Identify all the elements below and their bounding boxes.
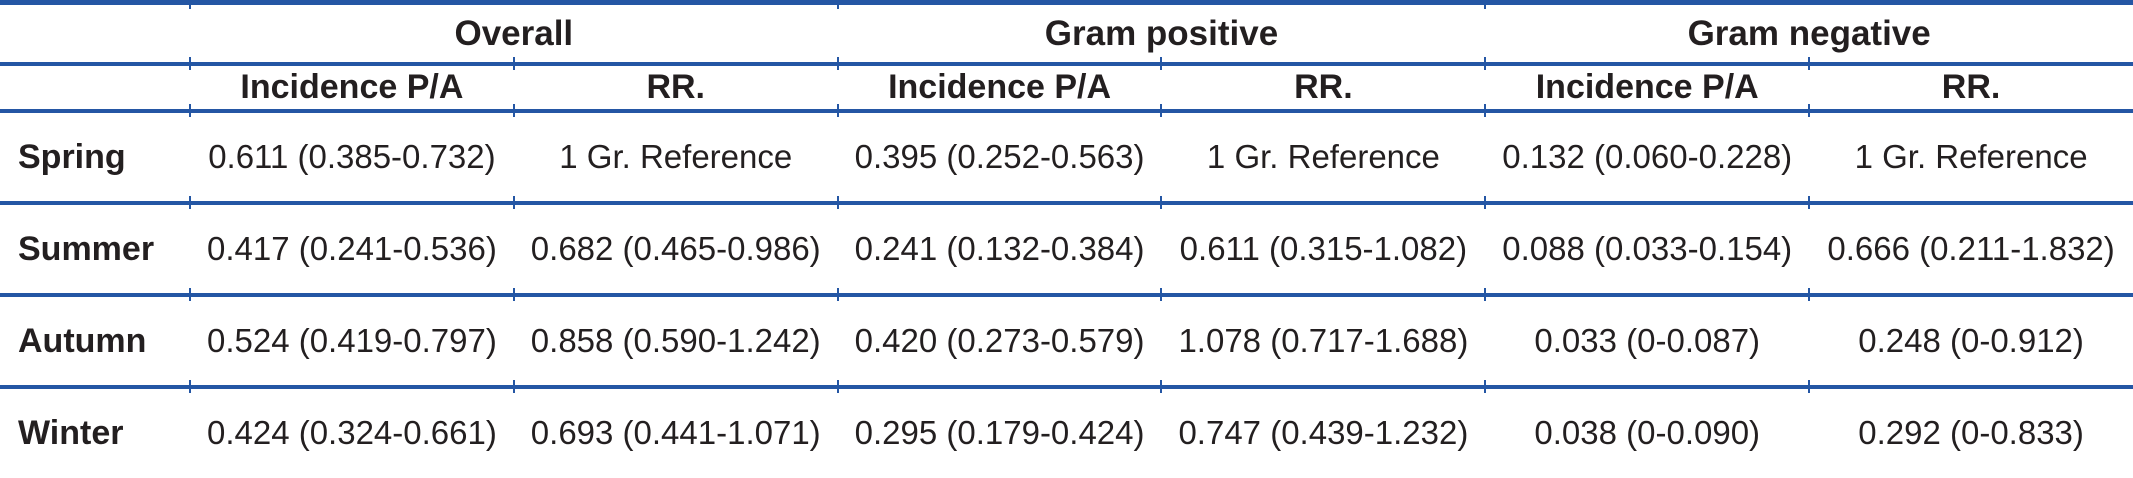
- col-header-gramneg-incidence: Incidence P/A: [1484, 57, 1810, 109]
- row-label: Summer: [0, 201, 190, 293]
- cell-value: 0.747 (0.439-1.232): [1160, 380, 1486, 477]
- cell-value: 0.295 (0.179-0.424): [836, 380, 1162, 477]
- group-header-overall: Overall: [189, 0, 838, 62]
- row-label: Winter: [0, 385, 190, 477]
- group-header-gram-positive: Gram positive: [836, 0, 1486, 62]
- cell-value: 0.088 (0.033-0.154): [1484, 196, 1810, 293]
- cell-value: 0.420 (0.273-0.579): [836, 288, 1162, 385]
- table-row-spring: Spring 0.611 (0.385-0.732) 1 Gr. Referen…: [0, 104, 2133, 201]
- cell-value: 0.424 (0.324-0.661): [189, 380, 514, 477]
- cell-value: 0.033 (0-0.087): [1484, 288, 1810, 385]
- group-header-gram-negative: Gram negative: [1484, 0, 2133, 62]
- col-header-grampos-incidence: Incidence P/A: [836, 57, 1162, 109]
- corner-cell: [0, 62, 190, 109]
- table-row-autumn: Autumn 0.524 (0.419-0.797) 0.858 (0.590-…: [0, 288, 2133, 385]
- cell-value: 1 Gr. Reference: [1160, 104, 1486, 201]
- table-row-summer: Summer 0.417 (0.241-0.536) 0.682 (0.465-…: [0, 196, 2133, 293]
- col-header-overall-incidence: Incidence P/A: [189, 57, 514, 109]
- cell-value: 0.693 (0.441-1.071): [512, 380, 838, 477]
- col-header-overall-rr: RR.: [512, 57, 838, 109]
- cell-value: 0.132 (0.060-0.228): [1484, 104, 1810, 201]
- cell-value: 0.038 (0-0.090): [1484, 380, 1810, 477]
- sub-header-row: Incidence P/A RR. Incidence P/A RR. Inci…: [0, 57, 2133, 109]
- cell-value: 0.858 (0.590-1.242): [512, 288, 838, 385]
- cell-value: 0.248 (0-0.912): [1808, 288, 2133, 385]
- cell-value: 0.417 (0.241-0.536): [189, 196, 514, 293]
- cell-value: 0.611 (0.385-0.732): [189, 104, 514, 201]
- cell-value: 0.241 (0.132-0.384): [836, 196, 1162, 293]
- cell-value: 0.292 (0-0.833): [1808, 380, 2133, 477]
- row-label: Autumn: [0, 293, 190, 385]
- col-header-grampos-rr: RR.: [1160, 57, 1486, 109]
- col-header-gramneg-rr: RR.: [1808, 57, 2133, 109]
- cell-value: 0.666 (0.211-1.832): [1808, 196, 2133, 293]
- cell-value: 1 Gr. Reference: [1808, 104, 2133, 201]
- table-row-winter: Winter 0.424 (0.324-0.661) 0.693 (0.441-…: [0, 380, 2133, 477]
- group-header-row: Overall Gram positive Gram negative: [0, 0, 2133, 62]
- row-label: Spring: [0, 109, 190, 201]
- corner-cell: [0, 0, 190, 62]
- cell-value: 0.524 (0.419-0.797): [189, 288, 514, 385]
- cell-value: 0.395 (0.252-0.563): [836, 104, 1162, 201]
- cell-value: 1 Gr. Reference: [512, 104, 838, 201]
- cell-value: 0.611 (0.315-1.082): [1160, 196, 1486, 293]
- cell-value: 1.078 (0.717-1.688): [1160, 288, 1486, 385]
- cell-value: 0.682 (0.465-0.986): [512, 196, 838, 293]
